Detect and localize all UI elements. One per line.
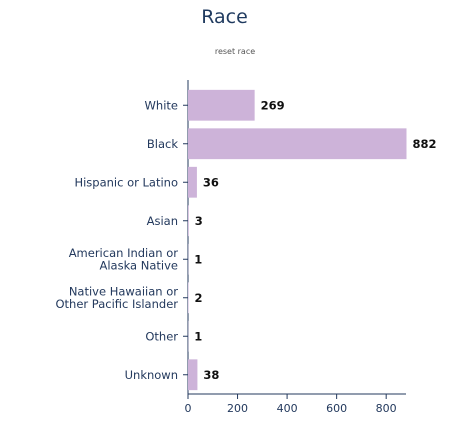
x-tick-label-3: 600 — [326, 402, 347, 415]
category-label-5: Native Hawaiian or Other Pacific Islander — [55, 285, 178, 312]
category-label-4: American Indian or Alaska Native — [69, 246, 179, 273]
value-label-6: 1 — [194, 329, 202, 343]
bar-0 — [188, 89, 255, 121]
x-tick-label-4: 800 — [376, 402, 397, 415]
category-label-0: White — [145, 98, 178, 112]
value-label-4: 1 — [194, 252, 202, 266]
value-label-0: 269 — [261, 98, 285, 112]
chart-title: Race — [201, 6, 248, 28]
x-tick-label-0: 0 — [185, 402, 192, 415]
bar-1 — [188, 128, 407, 160]
bar-3 — [188, 205, 189, 237]
x-tick-label-2: 400 — [277, 402, 298, 415]
value-label-7: 38 — [203, 368, 219, 382]
value-label-1: 882 — [412, 137, 436, 151]
bar-2 — [188, 166, 197, 198]
reset-race-link[interactable]: reset race — [214, 47, 256, 56]
x-tick-label-1: 200 — [227, 402, 248, 415]
category-label-3: Asian — [147, 214, 178, 228]
value-label-2: 36 — [203, 175, 219, 189]
category-label-2: Hispanic or Latino — [74, 175, 178, 189]
category-label-6: Other — [145, 329, 178, 343]
value-label-3: 3 — [195, 214, 203, 228]
category-label-1: Black — [147, 137, 178, 151]
category-label-7: Unknown — [125, 368, 178, 382]
bar-7 — [188, 359, 198, 391]
value-label-5: 2 — [194, 291, 202, 305]
